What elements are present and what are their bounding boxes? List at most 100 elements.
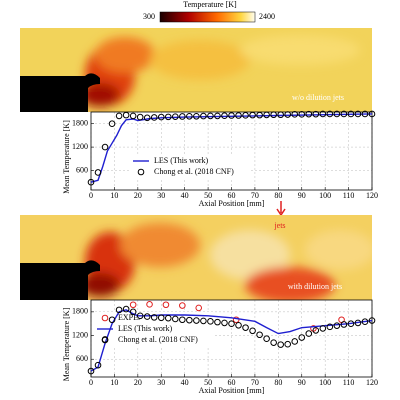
y-tick-label: 1200 [72, 330, 88, 339]
data-point [326, 110, 334, 118]
x-tick-label: 20 [134, 191, 142, 200]
data-point [333, 110, 341, 118]
y-tick-label: 1800 [72, 307, 88, 316]
data-point [242, 112, 249, 119]
plot-frame [90, 111, 373, 191]
y-tick-label: 600 [76, 165, 88, 174]
data-point [207, 318, 214, 325]
x-tick-label: 70 [251, 378, 259, 387]
y-axis-label: Mean Temperature [K] [62, 120, 71, 194]
data-point [129, 112, 137, 120]
data-point [270, 111, 277, 119]
data-point [146, 301, 153, 308]
y-axis-label: Mean Temperature [K] [62, 307, 71, 381]
data-point [263, 111, 270, 119]
data-point [368, 317, 376, 324]
data-point [115, 306, 123, 314]
data-point [361, 110, 369, 118]
legend-swatch [101, 336, 109, 344]
x-tick-label: 0 [89, 378, 93, 387]
data-point [291, 111, 299, 118]
data-point [172, 315, 179, 323]
y-tick-label: 1200 [72, 142, 88, 151]
legend-swatch [137, 168, 145, 176]
data-point [186, 112, 193, 120]
data-point [312, 110, 320, 118]
data-point [214, 112, 221, 120]
data-point [179, 302, 186, 309]
x-tick-label: 60 [228, 378, 236, 387]
data-point [207, 112, 214, 120]
legend-label: EXPE. [118, 313, 140, 322]
y-tick-label: 1800 [72, 119, 88, 128]
x-tick-label: 30 [157, 191, 165, 200]
colorbar [159, 11, 256, 23]
data-point [136, 312, 144, 320]
data-point [122, 305, 130, 313]
plot-frame [90, 299, 373, 378]
x-tick-label: 100 [319, 378, 331, 387]
data-point [193, 112, 200, 120]
data-point [87, 178, 95, 186]
x-tick-label: 70 [251, 191, 259, 200]
x-tick-label: 120 [366, 378, 378, 387]
data-point [129, 308, 137, 316]
data-point [354, 319, 362, 327]
data-point [108, 120, 116, 127]
x-tick-label: 60 [228, 191, 236, 200]
legend-label: Chong et al. (2018 CNF) [154, 167, 234, 176]
data-point [200, 317, 207, 325]
data-point [232, 316, 240, 324]
data-point [312, 327, 320, 334]
series-line [90, 113, 373, 183]
data-point [157, 314, 165, 322]
data-point [157, 113, 165, 121]
x-tick-label: 90 [298, 191, 306, 200]
data-point [136, 113, 144, 121]
annotation: jets [273, 221, 285, 230]
data-point [326, 323, 334, 331]
data-point [228, 320, 235, 327]
data-point [277, 111, 284, 119]
data-point [200, 112, 207, 120]
x-tick-label: 110 [343, 191, 355, 200]
legend-swatch [101, 314, 109, 322]
data-point [115, 112, 123, 120]
data-point [249, 327, 256, 335]
data-point [256, 111, 263, 119]
x-tick-label: 40 [181, 378, 189, 387]
data-point [298, 111, 306, 118]
x-tick-label: 100 [319, 191, 331, 200]
data-point [172, 113, 179, 120]
legend-label: Chong et al. (2018 CNF) [118, 335, 198, 344]
data-point [354, 110, 362, 118]
data-point [347, 110, 355, 118]
data-point [228, 112, 235, 119]
data-point [221, 112, 228, 120]
data-point [270, 339, 277, 346]
x-tick-label: 20 [134, 378, 142, 387]
x-axis-label: Axial Position [mm] [199, 199, 265, 208]
data-point [195, 304, 203, 312]
x-tick-label: 10 [110, 191, 118, 200]
data-point [319, 325, 327, 332]
x-axis-label: Axial Position [mm] [199, 386, 265, 395]
data-point [263, 335, 270, 342]
data-point [179, 113, 186, 120]
x-tick-label: 80 [274, 378, 282, 387]
data-point [242, 324, 249, 331]
data-point [150, 314, 158, 321]
data-point [164, 314, 172, 322]
data-point [291, 338, 299, 345]
data-point [143, 114, 151, 122]
data-point [150, 114, 158, 121]
data-point [94, 361, 102, 369]
colorbar-title: Temperature [K] [183, 0, 237, 9]
x-tick-label: 0 [89, 191, 93, 200]
data-point [221, 319, 228, 327]
legend-box [130, 155, 250, 178]
x-tick-label: 80 [274, 191, 282, 200]
legend-label: LES (This work) [154, 156, 209, 165]
data-point [179, 316, 186, 324]
data-point [305, 330, 313, 337]
